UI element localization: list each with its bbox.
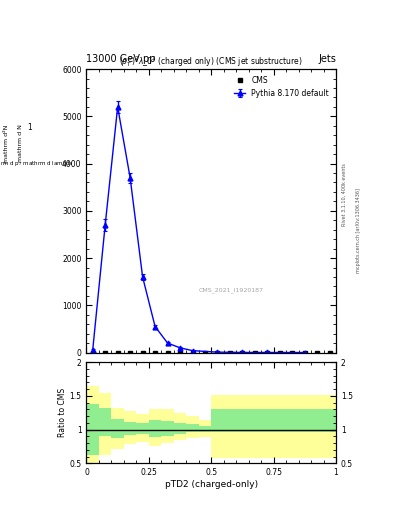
CMS [90,349,95,355]
Text: 13000 GeV pp: 13000 GeV pp [86,54,156,64]
CMS [253,349,257,355]
Text: Rivet 3.1.10, 400k events: Rivet 3.1.10, 400k events [342,163,347,226]
Text: CMS_2021_I1920187: CMS_2021_I1920187 [199,287,264,293]
CMS [165,349,170,355]
CMS [277,349,282,355]
CMS [240,349,245,355]
CMS [103,349,108,355]
Line: CMS: CMS [91,351,332,354]
CMS [153,349,158,355]
Text: mathrm d p$_T$ mathrm d lambda: mathrm d p$_T$ mathrm d lambda [0,159,73,168]
Text: Jets: Jets [318,54,336,64]
Y-axis label: Ratio to CMS: Ratio to CMS [58,388,67,437]
Text: mathrm d²N: mathrm d²N [4,124,9,162]
CMS [178,349,182,355]
CMS [140,349,145,355]
CMS [203,349,208,355]
CMS [190,349,195,355]
CMS [303,349,307,355]
CMS [128,349,132,355]
Legend: CMS, Pythia 8.170 default: CMS, Pythia 8.170 default [231,73,332,101]
Text: mathrm d N: mathrm d N [18,124,23,162]
X-axis label: pTD2 (charged-only): pTD2 (charged-only) [165,480,258,489]
CMS [228,349,232,355]
Text: 1: 1 [27,123,32,133]
CMS [315,349,320,355]
CMS [215,349,220,355]
Title: $(p_T^D)^2\lambda\_0^2$ (charged only) (CMS jet substructure): $(p_T^D)^2\lambda\_0^2$ (charged only) (… [119,54,303,69]
CMS [327,349,332,355]
CMS [115,349,120,355]
Text: mcplots.cern.ch [arXiv:1306.3436]: mcplots.cern.ch [arXiv:1306.3436] [356,188,361,273]
CMS [290,349,295,355]
CMS [265,349,270,355]
